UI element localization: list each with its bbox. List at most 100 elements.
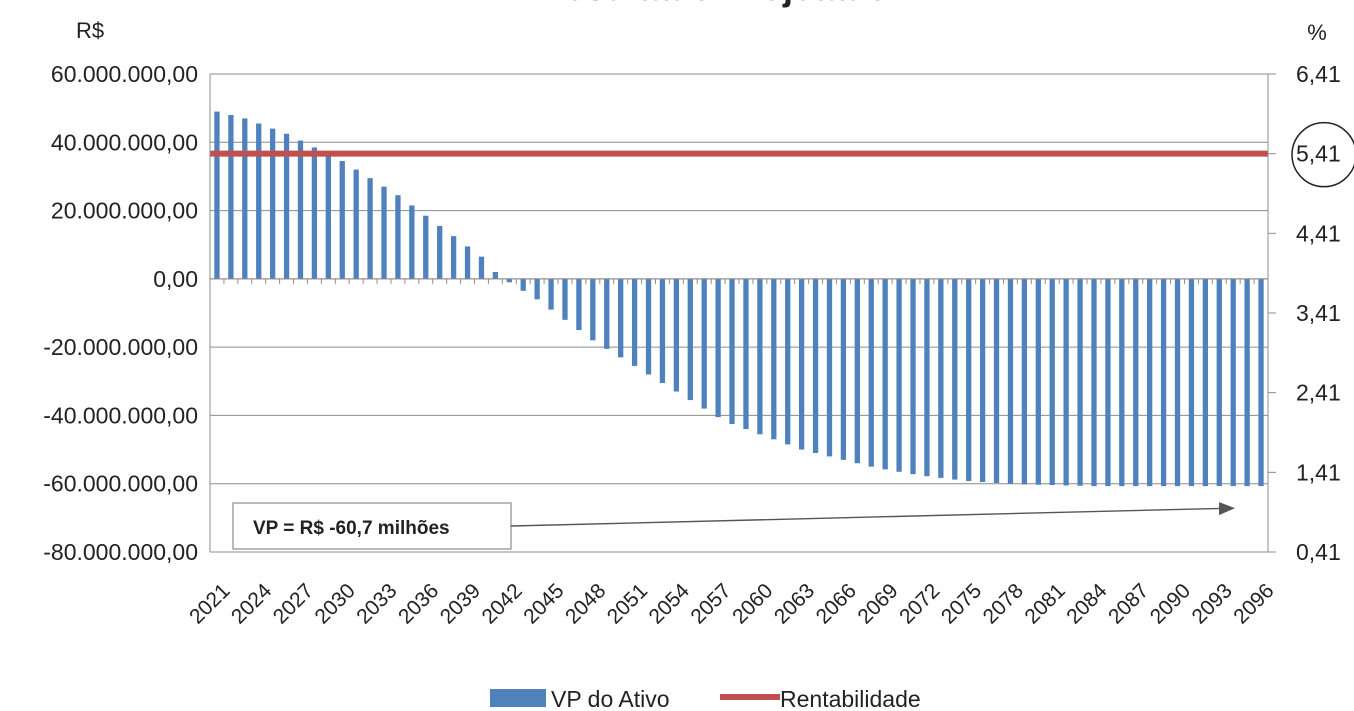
bar <box>1133 278 1139 487</box>
bar <box>242 118 248 279</box>
bar <box>799 278 805 450</box>
bar <box>743 278 749 430</box>
bar <box>673 278 679 392</box>
bar <box>1049 278 1055 486</box>
bar <box>256 123 262 279</box>
bar <box>1119 278 1125 487</box>
bar <box>715 278 721 418</box>
y-tick-label: 20.000.000,00 <box>51 198 198 224</box>
bar <box>1007 278 1014 484</box>
legend-label-rentabilidade: Rentabilidade <box>780 686 921 711</box>
bar <box>437 225 443 279</box>
bar <box>1230 278 1236 487</box>
bar <box>1216 278 1222 487</box>
x-tick-label: 2054 <box>645 579 695 629</box>
legend: VP do Ativo Rentabilidade <box>490 686 921 711</box>
x-tick-label: 2075 <box>937 579 986 628</box>
bar <box>1202 278 1208 487</box>
bar <box>924 278 930 477</box>
bar <box>604 278 610 349</box>
bar <box>450 236 457 279</box>
x-tick-label: 2039 <box>436 579 485 628</box>
x-tick-label: 2024 <box>227 579 277 629</box>
x-tick-labels: 2021202420272030203320362039204220452048… <box>185 579 1278 629</box>
annotation-text: VP = R$ -60,7 milhões <box>253 518 450 539</box>
x-tick-label: 2063 <box>770 579 819 628</box>
bar <box>590 278 596 341</box>
bar <box>701 278 707 409</box>
bar <box>952 278 958 480</box>
y-axis-label: R$ <box>76 18 104 43</box>
bar <box>826 278 833 457</box>
x-tick-label: 2084 <box>1062 579 1112 629</box>
bar <box>311 147 318 279</box>
bar <box>1091 278 1097 487</box>
bar <box>1258 278 1264 487</box>
x-tick-label: 2051 <box>603 579 652 628</box>
bar <box>938 278 944 478</box>
y-tick-label: -60.000.000,00 <box>43 471 198 497</box>
y-tick-label: 60.000.000,00 <box>51 61 198 87</box>
bar <box>548 278 554 310</box>
bar <box>812 278 819 453</box>
x-tick-label: 2081 <box>1020 579 1069 628</box>
bar <box>492 272 499 279</box>
bar <box>270 128 276 279</box>
bar <box>367 178 373 279</box>
bar <box>631 278 638 366</box>
bars-vp-do-ativo <box>214 111 1264 487</box>
bar <box>576 278 582 331</box>
y-tick-label: -20.000.000,00 <box>43 334 198 360</box>
bar <box>339 161 345 279</box>
y-tick-label: 0,00 <box>153 266 198 292</box>
bar <box>562 278 568 320</box>
bar <box>840 278 847 460</box>
bar <box>353 169 359 279</box>
x-tick-label: 2066 <box>812 579 861 628</box>
bar <box>966 278 972 481</box>
axes <box>209 73 1276 553</box>
bar <box>534 278 540 300</box>
y2-tick-label: 3,41 <box>1296 300 1341 326</box>
bar <box>464 246 471 279</box>
x-tick-label: 2048 <box>561 579 610 628</box>
bar <box>1063 278 1069 486</box>
y2-tick-labels: 6,41 5,41 4,41 3,41 2,41 1,41 0,41 <box>1291 61 1354 565</box>
bar <box>659 278 666 383</box>
bar <box>1160 278 1167 487</box>
x-tick-label: 2060 <box>728 579 777 628</box>
bar <box>729 278 735 424</box>
bar <box>1147 278 1153 487</box>
bar <box>506 278 512 283</box>
bar <box>395 195 401 279</box>
annotation-box <box>232 502 512 550</box>
x-tick-label: 2021 <box>185 579 234 628</box>
x-tick-label: 2027 <box>269 579 318 628</box>
y2-tick-label: 4,41 <box>1296 220 1341 246</box>
bar <box>478 256 485 279</box>
y-tick-label: -40.000.000,00 <box>43 402 198 428</box>
y2-tick-label: 6,41 <box>1296 61 1341 87</box>
bar <box>1244 278 1250 487</box>
x-tick-label: 2090 <box>1146 579 1195 628</box>
y2-axis-label: % <box>1307 20 1327 45</box>
bar <box>910 278 916 475</box>
bar <box>214 111 220 279</box>
chart-title: Resultado Projetado <box>539 0 889 8</box>
annotation-arrowhead <box>1219 502 1236 516</box>
bar <box>687 278 693 401</box>
bar <box>785 278 791 445</box>
bar <box>771 278 777 440</box>
bar <box>409 205 415 279</box>
y-tick-labels: 60.000.000,00 40.000.000,00 20.000.000,00 0… <box>43 61 198 565</box>
bar <box>1174 278 1181 487</box>
zero-axis <box>209 278 1269 284</box>
bar <box>854 278 860 464</box>
x-tick-label: 2045 <box>519 579 568 628</box>
annotation-arrow <box>510 507 1222 527</box>
annotation: VP = R$ -60,7 milhões <box>232 502 1236 550</box>
bar <box>325 154 331 279</box>
bar <box>1105 278 1111 487</box>
x-tick-label: 2042 <box>478 579 527 628</box>
